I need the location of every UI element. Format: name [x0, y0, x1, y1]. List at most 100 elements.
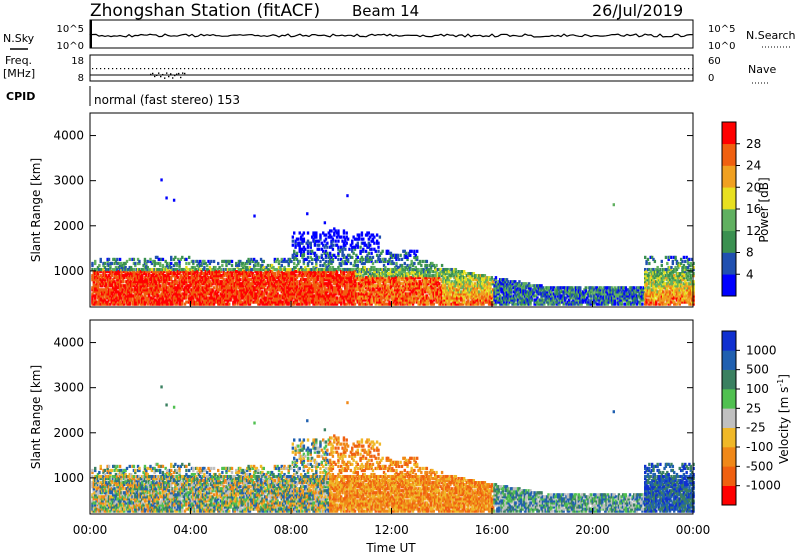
nave-dot [484, 68, 486, 70]
range-cell [244, 300, 248, 304]
range-cell [239, 290, 242, 294]
nave-dot [100, 68, 102, 70]
range-cell [147, 288, 151, 292]
range-cell [152, 302, 155, 306]
nave-dot [108, 68, 110, 70]
range-cell [239, 270, 242, 274]
range-cell [176, 272, 180, 276]
range-cell [333, 278, 336, 282]
range-cell [223, 284, 227, 288]
range-cell [204, 288, 207, 292]
range-cell [261, 296, 264, 300]
range-cell [105, 270, 108, 274]
nave-dot [412, 68, 414, 70]
range-cell [203, 259, 206, 264]
range-cell [308, 288, 311, 292]
range-cell [312, 265, 315, 270]
range-cell [312, 302, 315, 306]
range-cell [322, 296, 325, 300]
range-cell [262, 282, 266, 286]
range-cell [294, 265, 297, 270]
range-cell [337, 280, 340, 284]
range-cell [334, 276, 337, 280]
range-cell [373, 280, 376, 284]
range-cell [386, 284, 390, 288]
range-cell [370, 274, 373, 278]
range-cell [263, 296, 267, 300]
range-cell [316, 276, 319, 280]
range-cell [98, 282, 101, 286]
range-cell [96, 296, 100, 300]
range-cell [312, 270, 315, 274]
range-cell [286, 292, 289, 296]
range-cell [127, 272, 130, 276]
range-cell [364, 280, 368, 284]
range-cell [161, 265, 165, 270]
range-cell [178, 272, 181, 276]
range-cell [102, 263, 105, 268]
range-cell [370, 247, 373, 251]
range-cell [131, 270, 134, 274]
range-cell [226, 272, 230, 276]
range-cell [310, 249, 314, 253]
range-cell [254, 282, 257, 286]
range-cell [369, 257, 372, 262]
range-cell [189, 276, 192, 280]
range-cell [366, 288, 369, 292]
range-cell [134, 294, 137, 298]
range-cell [232, 294, 235, 298]
range-cell [270, 282, 274, 286]
range-cell [241, 261, 245, 266]
range-cell [362, 296, 365, 300]
range-cell [270, 278, 274, 282]
range-cell [246, 274, 249, 278]
range-cell [160, 302, 163, 306]
range-cell [359, 249, 362, 253]
range-cell [312, 237, 315, 241]
range-cell [393, 302, 397, 306]
range-cell [277, 280, 281, 284]
range-cell [286, 280, 289, 284]
range-cell [129, 276, 133, 280]
range-cell [261, 282, 264, 286]
range-cell [363, 302, 366, 306]
range-cell [221, 296, 224, 300]
nave-dot [256, 68, 258, 70]
range-cell [395, 292, 398, 296]
range-cell [233, 282, 236, 286]
range-cell [327, 267, 330, 272]
range-cell [161, 263, 165, 268]
range-cell [223, 267, 227, 272]
range-cell [277, 286, 281, 290]
range-cell [315, 272, 318, 276]
range-cell [313, 282, 317, 286]
range-cell [138, 300, 141, 304]
range-cell [141, 267, 144, 272]
range-cell [241, 278, 245, 282]
range-cell [243, 272, 246, 276]
range-cell [248, 282, 252, 286]
range-cell [262, 296, 266, 300]
range-cell [324, 249, 328, 253]
range-cell [294, 245, 297, 249]
range-cell [204, 296, 207, 300]
range-cell [360, 280, 364, 284]
range-cell [243, 290, 246, 294]
range-cell [375, 278, 379, 282]
range-cell [243, 278, 246, 282]
range-cell [317, 255, 321, 259]
range-cell [369, 247, 372, 251]
range-cell [277, 300, 281, 304]
range-cell [286, 302, 289, 306]
range-cell [187, 267, 191, 272]
range-cell [381, 288, 384, 292]
range-cell [326, 288, 329, 292]
range-cell [131, 257, 134, 262]
range-cell [117, 282, 120, 286]
range-cell [246, 276, 249, 280]
range-cell [142, 270, 145, 274]
range-cell [111, 296, 115, 300]
range-cell [370, 251, 373, 255]
range-cell [190, 267, 194, 272]
range-cell [302, 282, 306, 286]
